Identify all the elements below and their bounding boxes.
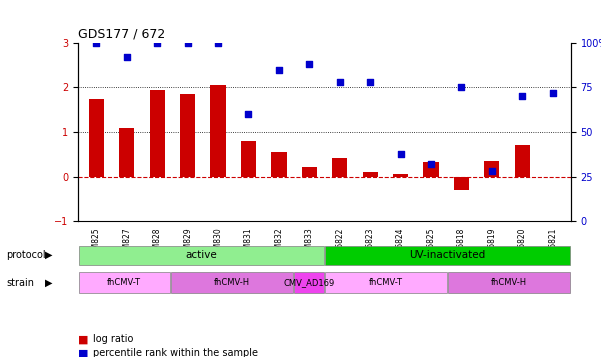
Text: ■: ■ [78, 348, 88, 357]
Bar [89, 99, 104, 177]
Text: strain: strain [6, 278, 34, 288]
Bar [180, 94, 195, 177]
Text: UV-inactivated: UV-inactivated [410, 250, 486, 260]
Text: ▶: ▶ [45, 278, 52, 288]
Point [517, 94, 527, 99]
Bar [241, 141, 256, 177]
Text: CMV_AD169: CMV_AD169 [284, 278, 335, 287]
Bar [393, 175, 408, 177]
Bar [271, 152, 287, 177]
Point [243, 111, 253, 117]
Point [213, 40, 223, 46]
Bar [150, 90, 165, 177]
Point [457, 85, 466, 90]
Point [396, 151, 406, 156]
Text: ▶: ▶ [45, 250, 52, 260]
FancyBboxPatch shape [294, 272, 324, 293]
Point [91, 40, 101, 46]
Point [305, 61, 314, 67]
Text: fhCMV-T: fhCMV-T [108, 278, 141, 287]
Text: GDS177 / 672: GDS177 / 672 [78, 27, 165, 40]
FancyBboxPatch shape [325, 272, 447, 293]
Bar [424, 162, 439, 177]
Bar [302, 167, 317, 177]
FancyBboxPatch shape [79, 246, 324, 265]
Bar [514, 146, 530, 177]
Text: log ratio: log ratio [93, 334, 133, 344]
Point [153, 40, 162, 46]
Bar [484, 161, 499, 177]
Point [274, 67, 284, 72]
Text: fhCMV-H: fhCMV-H [491, 278, 528, 287]
Text: fhCMV-H: fhCMV-H [214, 278, 250, 287]
Bar [119, 128, 135, 177]
Text: percentile rank within the sample: percentile rank within the sample [93, 348, 258, 357]
Bar [454, 177, 469, 190]
Point [426, 161, 436, 167]
Text: protocol: protocol [6, 250, 46, 260]
Text: fhCMV-T: fhCMV-T [369, 278, 403, 287]
Text: active: active [186, 250, 217, 260]
Point [365, 79, 375, 85]
Point [335, 79, 344, 85]
FancyBboxPatch shape [171, 272, 293, 293]
Bar [210, 85, 225, 177]
FancyBboxPatch shape [448, 272, 570, 293]
Point [548, 90, 558, 96]
Text: ■: ■ [78, 334, 88, 344]
Point [487, 169, 496, 174]
Bar [332, 158, 347, 177]
FancyBboxPatch shape [79, 272, 170, 293]
Point [183, 40, 192, 46]
Point [122, 54, 132, 60]
FancyBboxPatch shape [325, 246, 570, 265]
Bar [362, 172, 378, 177]
